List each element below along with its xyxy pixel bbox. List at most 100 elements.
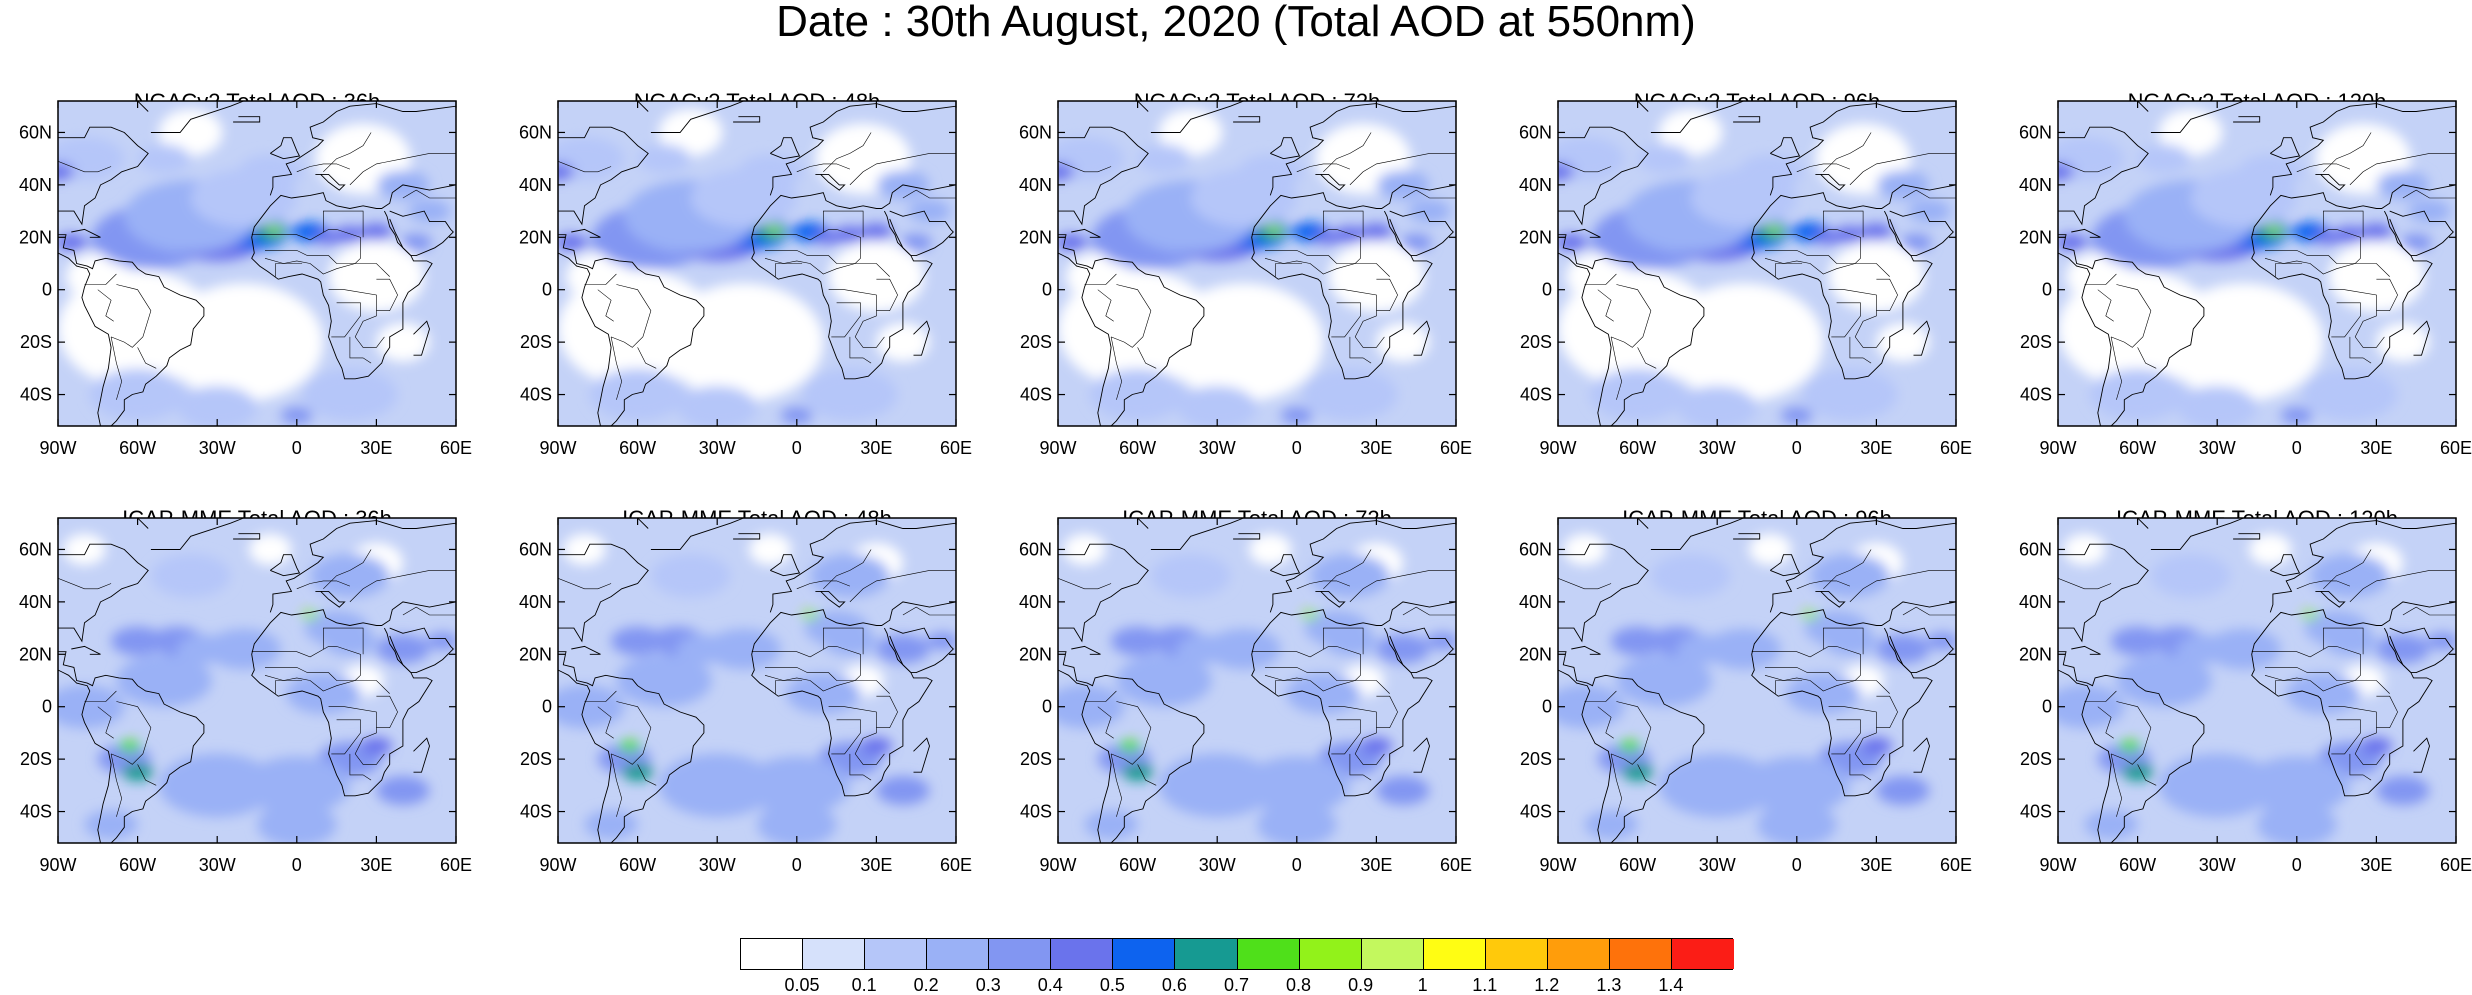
country-border [2058,577,2112,590]
aod-patch [2058,137,2125,181]
aod-patch [58,163,74,181]
colorbar-label: 0.6 [1161,975,1187,995]
lon-tick-label: 60W [2119,855,2156,875]
country-border [296,580,351,590]
aod-patch [1900,233,1933,252]
coastline [2058,651,2205,843]
coastline [1733,116,1761,123]
coastline [913,737,930,773]
lon-tick-label: 30W [2199,855,2236,875]
lat-tick-label: 0 [42,280,52,300]
aod-low-area [876,322,930,362]
coastline [558,126,649,226]
lat-tick-label: 0 [2042,697,2052,717]
aod-low-area [1249,533,1292,566]
country-border [1822,210,1864,238]
country-border [1849,153,1956,186]
aod-patch [589,231,633,255]
aod-patch [426,632,456,650]
coastline [751,103,956,380]
aod-patch [1058,163,1074,181]
country-border [1322,210,1364,238]
aod-patch [2206,628,2281,670]
country-border [822,210,864,238]
aod-patch [89,231,133,255]
aod-low-area [1158,108,1223,157]
lat-tick-label: 60N [1019,539,1052,559]
country-border [58,160,112,173]
lat-tick-label: 0 [1542,280,1552,300]
aod-patch [1400,233,1433,252]
aod-patch [558,685,625,729]
country-border [1828,289,1885,348]
country-border [1558,160,1612,173]
map-plot: 60N 40N 20N 0 20S 40S 90W 60W 30W 0 30E 60E [1519,100,1972,458]
aod-patch [2376,776,2430,805]
lon-tick-label: 60E [1440,438,1472,458]
coastline [1571,645,1601,655]
aod-patch [360,223,393,241]
lat-tick-label: 20S [520,749,552,769]
colorbar-cell [865,939,928,969]
country-border [1637,347,1657,369]
coastline [1636,101,1744,133]
lat-tick-label: 20N [1019,644,1052,664]
country-border [775,263,803,277]
country-border [2275,263,2303,277]
aod-patch [926,632,956,650]
country-border [2275,680,2303,694]
lon-tick-label: 30E [1360,855,1392,875]
aod-patch [616,654,712,707]
aod-patch [1780,406,1813,425]
colorbar-cell [927,939,990,969]
country-border [1376,278,1398,311]
aod-patch [2137,144,2191,174]
country-border [1137,764,1157,786]
country-border [849,153,956,186]
country-border [2296,580,2351,590]
country-border [1275,263,1303,277]
lat-tick-label: 0 [1042,697,1052,717]
aod-low-area [1658,108,1723,157]
coastline [251,103,456,380]
colorbar-label: 1 [1417,975,1428,995]
coastline [1815,173,1846,191]
colorbar-cell [1237,939,1300,969]
coastline [1770,554,1801,577]
map-area: 60N 40N 20N 0 20S 40S 90W 60W 30W 0 30E 60E [2010,517,2472,961]
aod-patch [137,144,191,174]
lat-tick-label: 40S [1020,802,1052,822]
country-border [1097,706,1114,739]
country-border [376,695,398,728]
aod-patch [2333,226,2366,244]
lat-tick-label: 20S [20,332,52,352]
map-plot: 60N 40N 20N 0 20S 40S 90W 60W 30W 0 30E 60E [1019,517,1472,875]
country-border [584,273,617,285]
lat-tick-label: 40N [2019,592,2052,612]
aod-low-area [828,241,925,312]
coastline [1071,645,1101,655]
colorbar-cell [1113,939,1176,969]
country-border [2349,153,2456,186]
coastline [1136,518,1244,550]
lon-tick-label: 90W [1039,855,1076,875]
coastline [1889,627,1954,674]
coastline [1233,116,1261,123]
lat-tick-label: 40S [520,802,552,822]
lat-tick-label: 20N [2019,644,2052,664]
country-border [1597,289,1614,322]
country-border [2097,706,2114,739]
lon-tick-label: 60E [2440,438,2472,458]
aod-patch [1116,654,1212,707]
map-frame [2057,517,2457,844]
map-frame [2057,100,2457,427]
country-border [2349,753,2372,781]
lat-tick-label: 0 [542,697,552,717]
country-border [597,289,614,322]
country-border [1584,273,1617,285]
lon-tick-label: 30W [699,855,736,875]
coastline [558,543,649,643]
aod-patch [637,144,691,174]
country-border [349,153,456,186]
aod-low-area [563,533,606,566]
